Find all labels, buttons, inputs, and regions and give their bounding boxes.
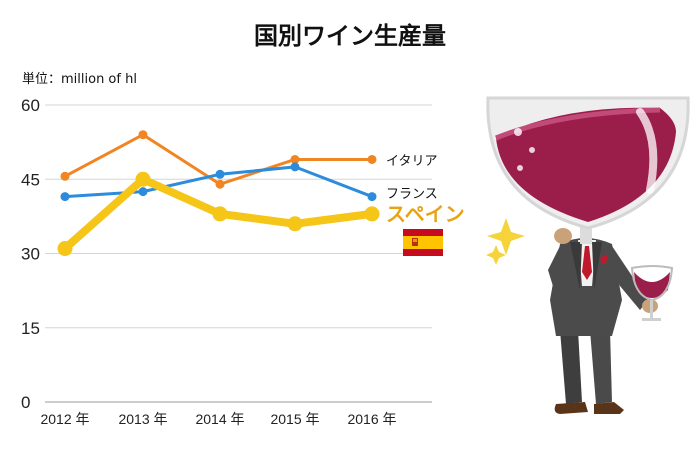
data-point xyxy=(57,241,73,257)
series-イタリア xyxy=(60,130,377,189)
data-point xyxy=(287,216,303,232)
data-point xyxy=(290,154,300,164)
data-point xyxy=(215,179,225,189)
y-tick-label: 0 xyxy=(21,393,30,412)
legend-label: フランス xyxy=(386,187,438,202)
data-point xyxy=(367,192,377,202)
x-tick-label: 2012 年 xyxy=(40,411,89,427)
data-point xyxy=(364,206,380,222)
data-point xyxy=(138,130,148,140)
chart-title: 国別ワイン生産量 xyxy=(254,22,446,50)
sparkle-icon xyxy=(486,218,525,265)
wine-glass-head-man-icon xyxy=(486,96,690,414)
data-point xyxy=(60,171,70,181)
y-axis-ticks: 0 15 30 45 60 xyxy=(21,96,40,412)
series-group xyxy=(57,130,380,257)
data-point xyxy=(367,154,377,164)
x-tick-label: 2016 年 xyxy=(347,411,396,427)
gridlines xyxy=(45,104,432,403)
y-tick-label: 60 xyxy=(21,96,40,115)
data-point xyxy=(212,206,228,222)
spain-flag-icon xyxy=(403,229,443,256)
x-axis-ticks: 2012 年 2013 年 2014 年 2015 年 2016 年 xyxy=(40,411,396,427)
data-point xyxy=(290,162,300,172)
series-スペイン xyxy=(57,171,380,257)
x-tick-label: 2013 年 xyxy=(118,411,167,427)
legend-label: イタリア xyxy=(386,154,437,169)
data-point xyxy=(60,192,70,202)
data-point xyxy=(215,169,225,179)
data-point xyxy=(138,187,148,197)
y-tick-label: 45 xyxy=(21,170,40,189)
series-フランス xyxy=(60,162,377,202)
y-tick-label: 15 xyxy=(21,319,40,338)
legend-label: スペイン xyxy=(386,202,465,226)
x-tick-label: 2014 年 xyxy=(195,411,244,427)
data-point xyxy=(135,171,151,187)
x-tick-label: 2015 年 xyxy=(270,411,319,427)
y-tick-label: 30 xyxy=(21,245,40,264)
unit-label: 単位：million of hl xyxy=(22,71,137,87)
